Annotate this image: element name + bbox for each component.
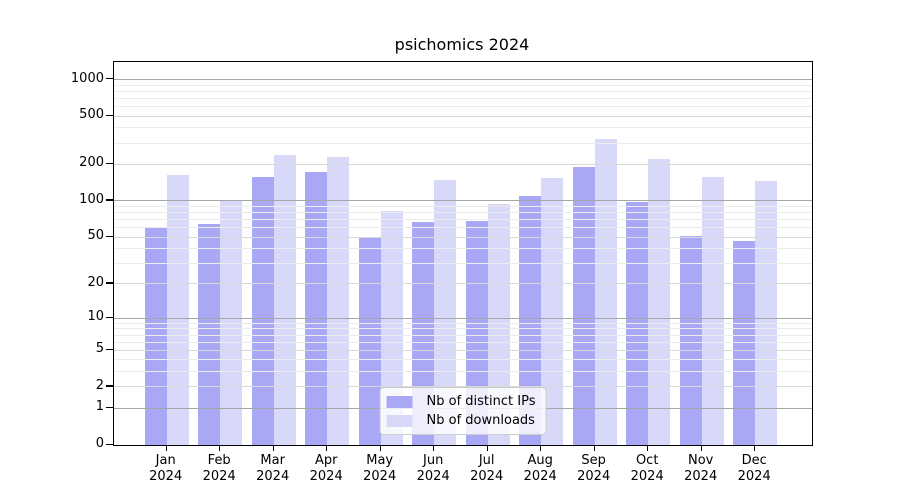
y-tick-label: 500 xyxy=(79,107,104,123)
bar-distinct-ips-sep xyxy=(572,166,595,445)
chart-title: psichomics 2024 xyxy=(394,35,530,54)
x-tick-label-apr: Apr 2024 xyxy=(309,453,343,484)
y-tick-label: 50 xyxy=(87,228,104,244)
bar-distinct-ips-feb xyxy=(198,224,221,445)
x-tick-mark xyxy=(219,445,221,451)
y-tick-label: 10 xyxy=(87,309,104,325)
x-tick-mark xyxy=(486,445,488,451)
bar-distinct-ips-apr xyxy=(305,171,328,445)
legend-swatch-distinct-ips xyxy=(386,395,413,408)
y-tick-label: 2 xyxy=(95,377,104,393)
bar-downloads-aug xyxy=(541,177,564,445)
x-tick-label-dec: Dec 2024 xyxy=(737,453,771,484)
x-tick-label-jul: Jul 2024 xyxy=(470,453,504,484)
y-tick-label: 1000 xyxy=(70,70,104,86)
gridline xyxy=(114,106,812,108)
gridline xyxy=(114,163,812,165)
y-tick-mark xyxy=(106,282,113,284)
bar-downloads-dec xyxy=(755,181,778,445)
bar-downloads-oct xyxy=(648,158,671,445)
y-tick-mark xyxy=(106,406,113,409)
x-tick-label-jun: Jun 2024 xyxy=(416,453,450,484)
x-tick-label-nov: Nov 2024 xyxy=(684,453,718,484)
gridline xyxy=(114,84,812,86)
y-tick-label: 200 xyxy=(79,155,104,171)
y-tick-mark xyxy=(106,162,113,165)
x-tick-mark xyxy=(433,445,435,451)
y-tick-mark xyxy=(106,316,113,318)
x-tick-label-sep: Sep 2024 xyxy=(577,453,611,484)
x-tick-mark xyxy=(272,445,274,451)
bar-downloads-feb xyxy=(220,200,243,445)
x-tick-mark xyxy=(379,445,381,451)
x-tick-mark xyxy=(165,445,167,451)
x-tick-label-mar: Mar 2024 xyxy=(256,453,290,484)
y-tick-mark xyxy=(106,235,113,237)
y-tick-mark xyxy=(106,385,113,387)
bar-downloads-nov xyxy=(701,176,724,445)
y-tick-label: 5 xyxy=(95,341,104,357)
legend-label-downloads: Nb of downloads xyxy=(426,413,535,428)
gridline xyxy=(114,115,812,117)
y-tick-label: 20 xyxy=(87,274,104,290)
y-tick-mark xyxy=(106,78,113,80)
bar-distinct-ips-nov xyxy=(679,236,702,445)
gridline xyxy=(114,79,812,81)
bar-downloads-apr xyxy=(327,157,350,445)
gridline xyxy=(114,90,812,92)
bar-downloads-mar xyxy=(273,155,296,445)
y-tick-mark xyxy=(106,114,113,116)
y-tick-mark xyxy=(106,348,113,350)
bar-distinct-ips-aug xyxy=(519,195,542,445)
legend-label-distinct-ips: Nb of distinct IPs xyxy=(426,394,536,409)
x-tick-label-may: May 2024 xyxy=(363,453,397,484)
x-tick-label-feb: Feb 2024 xyxy=(202,453,236,484)
gridline xyxy=(114,127,812,129)
bar-distinct-ips-may xyxy=(358,237,381,445)
y-tick-mark xyxy=(106,199,113,201)
x-tick-label-jan: Jan 2024 xyxy=(149,453,183,484)
x-tick-mark xyxy=(326,445,328,451)
y-tick-mark xyxy=(106,443,113,445)
bar-downloads-jul xyxy=(487,204,510,445)
legend-row-distinct-ips: Nb of distinct IPs xyxy=(386,394,536,409)
x-tick-mark xyxy=(540,445,542,451)
y-tick-label: 100 xyxy=(79,191,104,207)
x-tick-mark xyxy=(700,445,702,451)
bar-distinct-ips-jan xyxy=(144,227,167,445)
plot-area: Nb of distinct IPs Nb of downloads xyxy=(113,61,813,446)
bar-distinct-ips-mar xyxy=(251,177,274,445)
bar-downloads-jan xyxy=(166,175,189,445)
x-tick-label-oct: Oct 2024 xyxy=(630,453,664,484)
x-tick-label-aug: Aug 2024 xyxy=(523,453,557,484)
x-tick-mark xyxy=(593,445,595,451)
y-tick-label: 1 xyxy=(95,399,104,415)
legend: Nb of distinct IPs Nb of downloads xyxy=(379,387,547,435)
legend-swatch-downloads xyxy=(386,414,413,427)
bar-downloads-sep xyxy=(594,139,617,445)
gridline xyxy=(114,142,812,144)
y-tick-label: 0 xyxy=(95,436,104,451)
x-tick-mark xyxy=(647,445,649,451)
bar-distinct-ips-dec xyxy=(733,241,756,445)
x-tick-mark xyxy=(754,445,756,451)
bar-downloads-jun xyxy=(434,179,457,445)
legend-row-downloads: Nb of downloads xyxy=(386,413,536,428)
gridline xyxy=(114,97,812,99)
bar-distinct-ips-oct xyxy=(626,201,649,445)
